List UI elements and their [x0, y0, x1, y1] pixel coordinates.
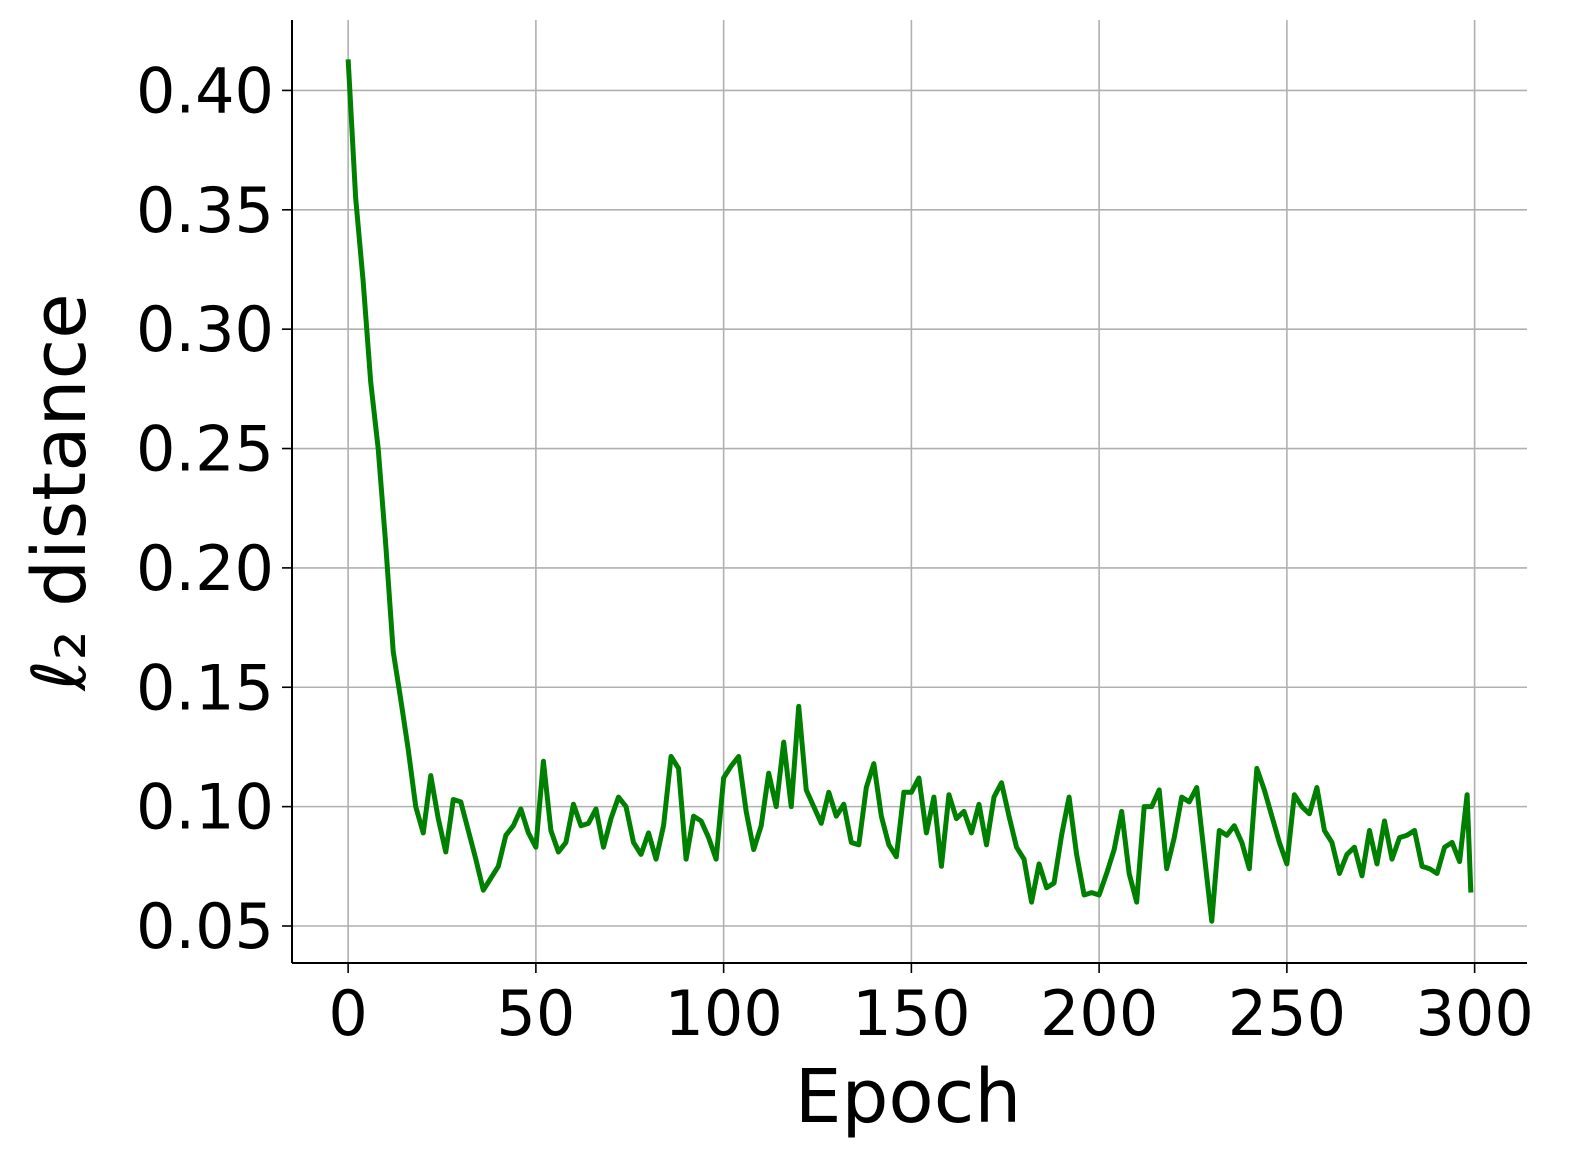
x-tick-label: 150 [852, 977, 970, 1050]
y-tick-label: 0.05 [136, 890, 274, 963]
y-tick-label: 0.25 [136, 413, 274, 486]
y-tick-label: 0.40 [136, 54, 274, 127]
y-tick-label: 0.10 [136, 771, 274, 844]
y-tick-label: 0.35 [136, 174, 274, 247]
y-axis-label: ℓ₂ distance [17, 293, 103, 692]
data-line [345, 59, 1474, 924]
y-tick-label: 0.15 [136, 651, 274, 724]
x-tick-label: 200 [1040, 977, 1158, 1050]
x-axis-label: Epoch [795, 1054, 1022, 1140]
x-tick-label: 100 [664, 977, 782, 1050]
y-tick-label: 0.20 [136, 532, 274, 605]
x-tick-label: 300 [1415, 977, 1533, 1050]
x-tick-label: 250 [1228, 977, 1346, 1050]
x-tick-label: 0 [328, 977, 367, 1050]
x-tick-label: 50 [496, 977, 575, 1050]
y-tick-label: 0.30 [136, 293, 274, 366]
